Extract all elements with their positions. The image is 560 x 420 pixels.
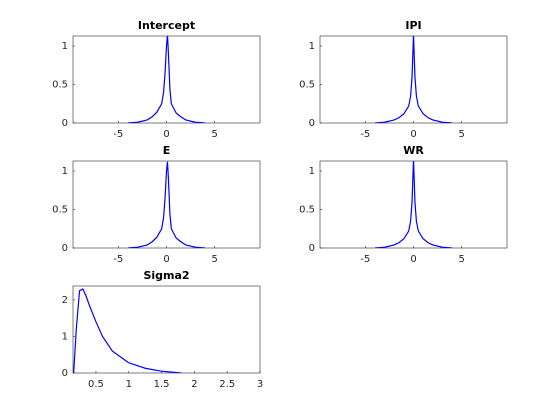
subplot-title: Sigma2 (143, 269, 189, 282)
x-tick-label: 5 (212, 129, 218, 140)
subplot-title: IPI (405, 19, 421, 32)
y-tick-label: 0 (309, 118, 315, 129)
density-line (127, 36, 206, 123)
y-tick-label: 0.5 (52, 80, 68, 91)
x-tick-label: 0 (410, 129, 416, 140)
subplot: E -5 0 5 0 0.5 1 (52, 144, 261, 265)
x-tick-label: -5 (360, 254, 370, 265)
x-tick-label: 5 (459, 129, 465, 140)
density-line (374, 161, 453, 248)
y-tick-label: 2 (62, 295, 68, 306)
y-tick-label: 0.5 (52, 205, 68, 216)
y-tick-label: 1 (62, 166, 68, 177)
x-tick-label: 3 (257, 379, 263, 390)
x-tick-label: 1 (126, 379, 132, 390)
subplot: IPI -5 0 5 0 0.5 1 (299, 19, 508, 140)
density-line (374, 36, 453, 123)
y-tick-label: 0 (309, 243, 315, 254)
x-tick-label: 5 (459, 254, 465, 265)
x-tick-label: 0 (163, 254, 169, 265)
x-tick-label: 2.5 (219, 379, 235, 390)
axes-box (72, 285, 261, 374)
subplot-title: WR (403, 144, 424, 157)
x-tick-label: 2 (191, 379, 197, 390)
y-tick-label: 0 (62, 368, 68, 379)
x-tick-label: -5 (113, 129, 123, 140)
x-tick-label: -5 (113, 254, 123, 265)
subplot-title: Intercept (138, 19, 195, 32)
y-tick-label: 1 (62, 331, 68, 342)
x-tick-label: 0.5 (88, 379, 104, 390)
x-tick-label: 5 (212, 254, 218, 265)
y-tick-label: 0 (62, 243, 68, 254)
subplot: WR -5 0 5 0 0.5 1 (299, 144, 508, 265)
y-tick-label: 0.5 (299, 205, 315, 216)
x-tick-label: 1.5 (154, 379, 170, 390)
y-tick-label: 1 (62, 41, 68, 52)
density-line (127, 161, 206, 248)
x-tick-label: 0 (163, 129, 169, 140)
x-tick-label: 0 (410, 254, 416, 265)
y-tick-label: 1 (309, 166, 315, 177)
y-tick-label: 0.5 (299, 80, 315, 91)
subplot: Intercept -5 0 5 0 0.5 1 (52, 19, 261, 140)
x-tick-label: -5 (360, 129, 370, 140)
subplot-title: E (163, 144, 171, 157)
density-line (73, 288, 182, 373)
y-tick-label: 1 (309, 41, 315, 52)
y-tick-label: 0 (62, 118, 68, 129)
subplot: Sigma2 0.5 1 1.5 2 2.5 3 0 1 2 (62, 269, 264, 390)
